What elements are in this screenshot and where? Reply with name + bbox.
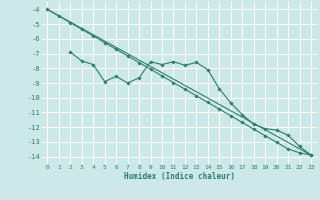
X-axis label: Humidex (Indice chaleur): Humidex (Indice chaleur) (124, 172, 235, 181)
